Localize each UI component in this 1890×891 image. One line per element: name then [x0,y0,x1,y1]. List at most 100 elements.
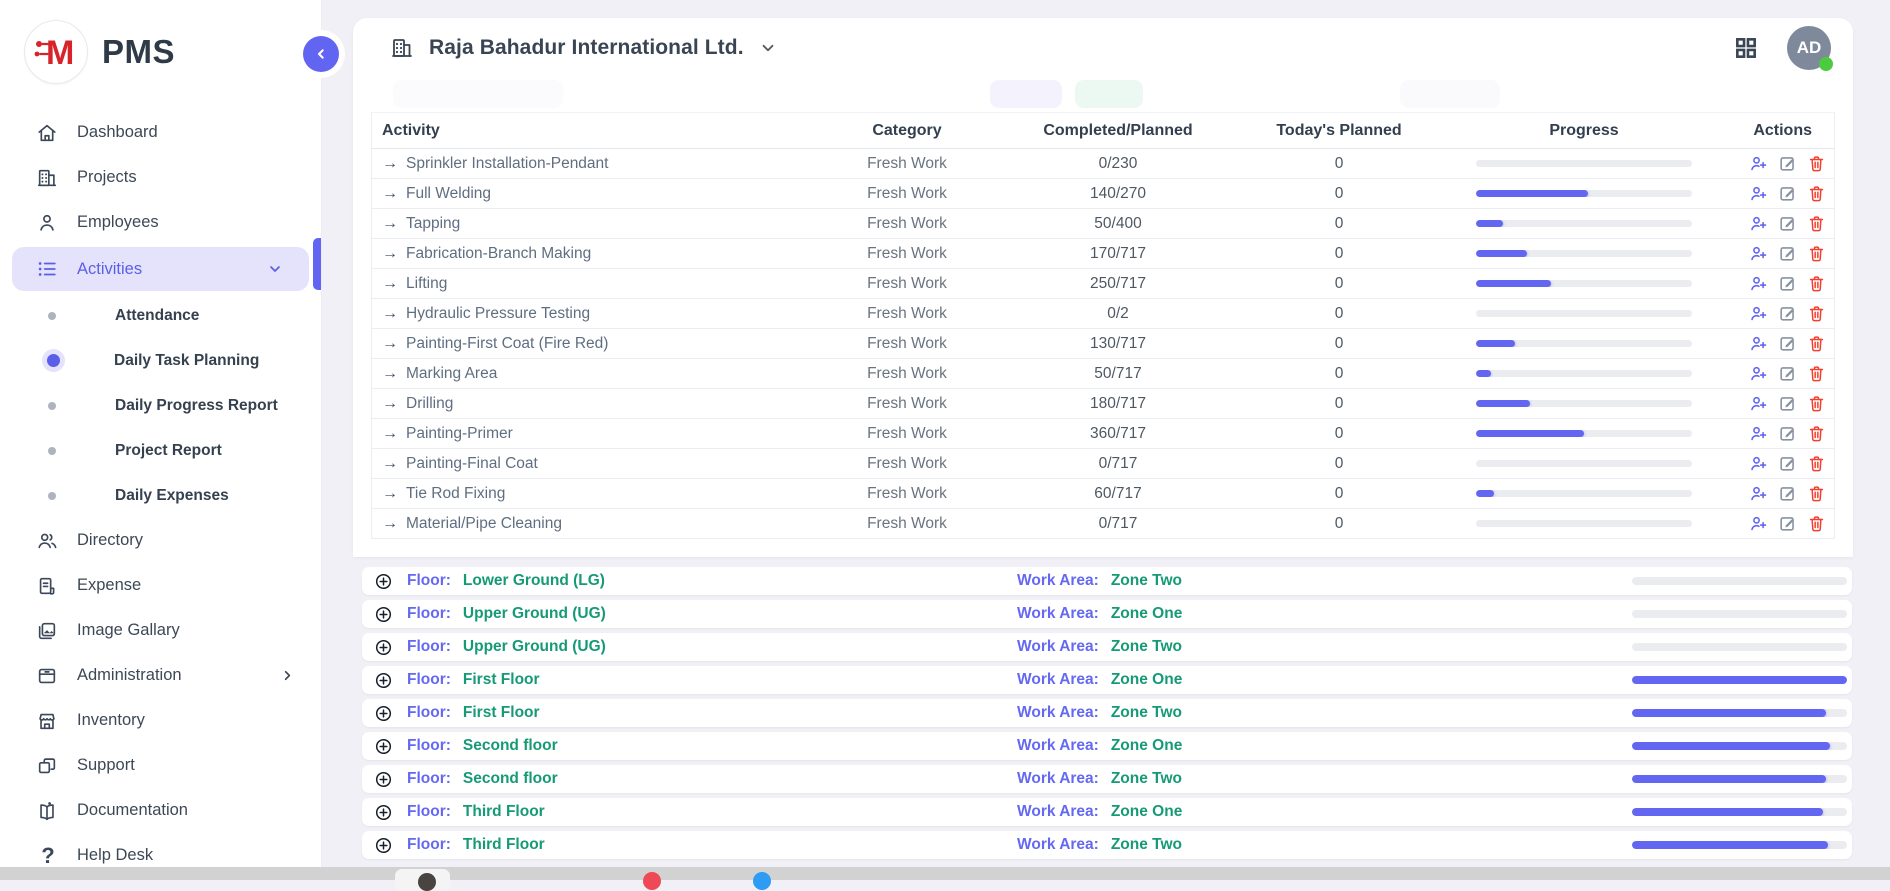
assign-user-button[interactable] [1749,454,1768,473]
assign-user-button[interactable] [1749,424,1768,443]
expand-plus-icon[interactable] [374,671,393,690]
delete-button[interactable] [1807,154,1826,173]
logo-m-icon: M [34,34,74,72]
arrow-right-icon: → [382,304,398,322]
floor-row[interactable]: Floor: Lower Ground (LG) Work Area: Zone… [362,567,1852,595]
edit-button[interactable] [1778,514,1797,533]
sidebar-item-documentation[interactable]: Documentation [0,788,321,833]
delete-button[interactable] [1807,484,1826,503]
sidebar-item-help-desk[interactable]: ? Help Desk [0,833,321,878]
floor-label: Floor: [407,572,451,589]
trash-icon [1809,486,1824,502]
edit-button[interactable] [1778,484,1797,503]
delete-button[interactable] [1807,334,1826,353]
activity-name: Painting-Final Coat [406,454,538,472]
company-selector[interactable]: Raja Bahadur International Ltd. [390,36,777,60]
trash-icon [1809,156,1824,172]
edit-button[interactable] [1778,184,1797,203]
delete-button[interactable] [1807,424,1826,443]
edit-button[interactable] [1778,364,1797,383]
sidebar-item-administration[interactable]: Administration [0,653,321,698]
sidebar-item-dashboard[interactable]: Dashboard [0,110,321,155]
completed-planned-value: 50/400 [1094,214,1142,232]
avatar[interactable]: AD [1787,26,1833,71]
floor-row[interactable]: Floor: Upper Ground (UG) Work Area: Zone… [362,600,1852,628]
user-plus-icon [1751,276,1767,291]
work-area-label: Work Area: [1017,572,1099,589]
assign-user-button[interactable] [1749,274,1768,293]
edit-button[interactable] [1778,424,1797,443]
assign-user-button[interactable] [1749,484,1768,503]
sidebar-collapse-button[interactable] [303,36,339,72]
sidebar-item-employees[interactable]: Employees [0,200,321,245]
sidebar-subitem-daily-progress-report[interactable]: Daily Progress Report [0,383,321,428]
delete-button[interactable] [1807,214,1826,233]
expand-plus-icon[interactable] [374,770,393,789]
main-header: Raja Bahadur International Ltd. AD [353,18,1853,78]
completed-planned-value: 0/717 [1098,454,1138,472]
delete-button[interactable] [1807,304,1826,323]
user-plus-icon [1751,246,1767,261]
sidebar-item-expense[interactable]: Expense [0,563,321,608]
floor-row[interactable]: Floor: Upper Ground (UG) Work Area: Zone… [362,633,1852,661]
sidebar-subitem-project-report[interactable]: Project Report [0,428,321,473]
expand-plus-icon[interactable] [374,803,393,822]
floor-row[interactable]: Floor: First Floor Work Area: Zone Two [362,699,1852,727]
edit-button[interactable] [1778,154,1797,173]
assign-user-button[interactable] [1749,514,1768,533]
assign-user-button[interactable] [1749,304,1768,323]
edit-button[interactable] [1778,304,1797,323]
floor-row[interactable]: Floor: Third Floor Work Area: Zone Two [362,831,1852,859]
expand-plus-icon[interactable] [374,704,393,723]
assign-user-button[interactable] [1749,154,1768,173]
delete-button[interactable] [1807,394,1826,413]
edit-button[interactable] [1778,334,1797,353]
assign-user-button[interactable] [1749,334,1768,353]
sidebar-item-label: Support [77,756,135,774]
delete-button[interactable] [1807,454,1826,473]
sidebar-item-projects[interactable]: Projects [0,155,321,200]
delete-button[interactable] [1807,364,1826,383]
work-area-label: Work Area: [1017,803,1099,820]
delete-button[interactable] [1807,184,1826,203]
work-area-label: Work Area: [1017,770,1099,787]
cropped-avatar [418,873,436,891]
delete-button[interactable] [1807,514,1826,533]
column-header-category: Category [872,121,942,139]
sidebar-item-inventory[interactable]: Inventory [0,698,321,743]
apps-grid-button[interactable] [1733,35,1759,61]
expand-plus-icon[interactable] [374,638,393,657]
svg-text:M: M [46,34,74,72]
floor-row[interactable]: Floor: Second floor Work Area: Zone Two [362,765,1852,793]
sidebar-subitem-attendance[interactable]: Attendance [0,293,321,338]
assign-user-button[interactable] [1749,394,1768,413]
expand-plus-icon[interactable] [374,605,393,624]
edit-button[interactable] [1778,274,1797,293]
sidebar-item-directory[interactable]: Directory [0,518,321,563]
activity-name: Drilling [406,394,454,412]
edit-button[interactable] [1778,394,1797,413]
sidebar-item-activities[interactable]: Activities [12,247,309,291]
expand-plus-icon[interactable] [374,737,393,756]
floor-row[interactable]: Floor: Third Floor Work Area: Zone One [362,798,1852,826]
sidebar-subitem-daily-expenses[interactable]: Daily Expenses [0,473,321,518]
activity-category: Fresh Work [867,274,947,292]
edit-button[interactable] [1778,454,1797,473]
trash-icon [1809,246,1824,262]
edit-button[interactable] [1778,244,1797,263]
assign-user-button[interactable] [1749,184,1768,203]
floor-row[interactable]: Floor: Second floor Work Area: Zone One [362,732,1852,760]
expand-plus-icon[interactable] [374,572,393,591]
delete-button[interactable] [1807,274,1826,293]
expand-plus-icon[interactable] [374,836,393,855]
floor-row[interactable]: Floor: First Floor Work Area: Zone One [362,666,1852,694]
sidebar-item-image-gallary[interactable]: Image Gallary [0,608,321,653]
assign-user-button[interactable] [1749,244,1768,263]
assign-user-button[interactable] [1749,364,1768,383]
assign-user-button[interactable] [1749,214,1768,233]
edit-button[interactable] [1778,214,1797,233]
sidebar-item-support[interactable]: Support [0,743,321,788]
progress-bar [1476,250,1692,257]
delete-button[interactable] [1807,244,1826,263]
sidebar-subitem-daily-task-planning[interactable]: Daily Task Planning [0,338,321,383]
